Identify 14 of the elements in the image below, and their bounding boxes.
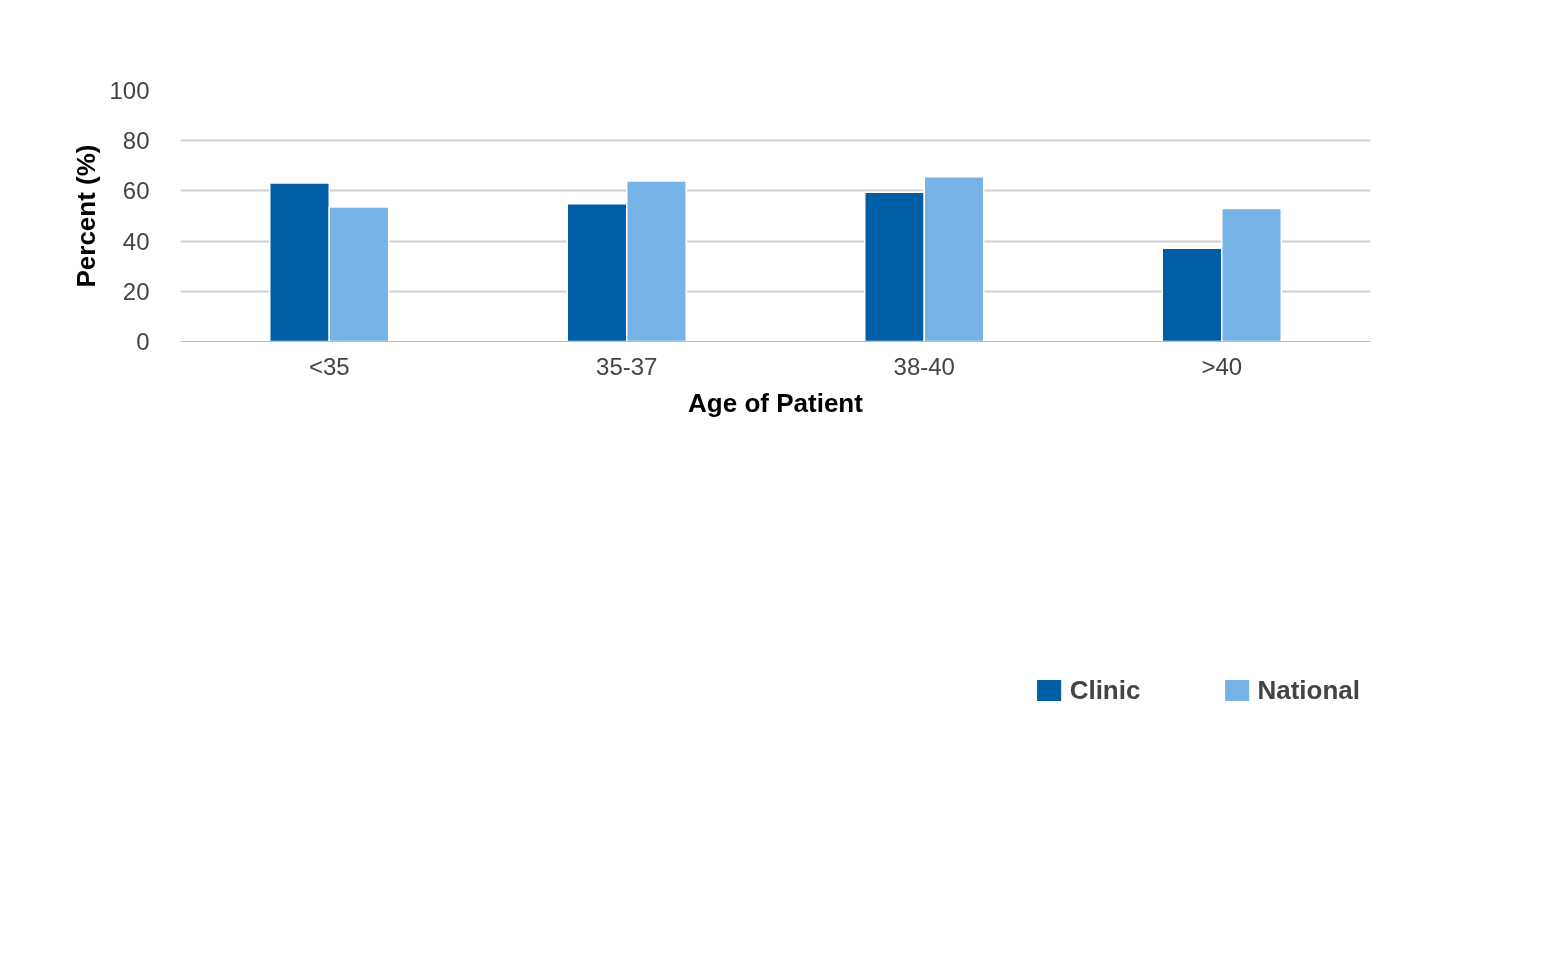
- x-tick-label: 35-37: [596, 352, 658, 380]
- y-tick-label: 20: [122, 277, 150, 305]
- y-tick-label: 60: [122, 177, 150, 205]
- x-axis-title: Age of Patient: [688, 387, 864, 418]
- y-tick-label: 80: [122, 127, 150, 155]
- legend-label: National: [1257, 674, 1360, 706]
- y-tick-label: 100: [109, 77, 150, 104]
- x-tick-label: >40: [1201, 352, 1243, 380]
- y-tick-label: 40: [122, 227, 150, 255]
- y-tick-label: 0: [136, 328, 150, 355]
- legend-label: Clinic: [1069, 674, 1141, 706]
- x-tick-label: 38-40: [893, 352, 955, 380]
- x-tick-label: <35: [308, 352, 350, 380]
- y-axis-title: Percent (%): [71, 144, 102, 288]
